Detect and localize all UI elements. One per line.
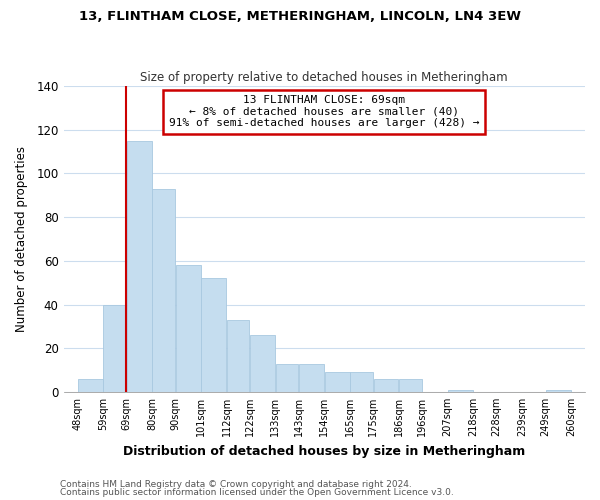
Bar — [276, 364, 298, 392]
Bar — [374, 379, 398, 392]
Text: 13, FLINTHAM CLOSE, METHERINGHAM, LINCOLN, LN4 3EW: 13, FLINTHAM CLOSE, METHERINGHAM, LINCOL… — [79, 10, 521, 23]
Text: Contains HM Land Registry data © Crown copyright and database right 2024.: Contains HM Land Registry data © Crown c… — [60, 480, 412, 489]
Bar — [250, 335, 275, 392]
Bar — [103, 304, 126, 392]
Bar — [448, 390, 473, 392]
Title: Size of property relative to detached houses in Metheringham: Size of property relative to detached ho… — [140, 70, 508, 84]
Bar — [299, 364, 324, 392]
Bar — [201, 278, 226, 392]
Bar — [127, 140, 152, 392]
Bar — [176, 265, 200, 392]
Bar — [325, 372, 350, 392]
Bar — [152, 188, 175, 392]
Bar — [350, 372, 373, 392]
Y-axis label: Number of detached properties: Number of detached properties — [15, 146, 28, 332]
Text: 13 FLINTHAM CLOSE: 69sqm
← 8% of detached houses are smaller (40)
91% of semi-de: 13 FLINTHAM CLOSE: 69sqm ← 8% of detache… — [169, 95, 479, 128]
Bar — [399, 379, 422, 392]
X-axis label: Distribution of detached houses by size in Metheringham: Distribution of detached houses by size … — [123, 444, 526, 458]
Bar — [227, 320, 250, 392]
Bar — [546, 390, 571, 392]
Text: Contains public sector information licensed under the Open Government Licence v3: Contains public sector information licen… — [60, 488, 454, 497]
Bar — [78, 379, 103, 392]
